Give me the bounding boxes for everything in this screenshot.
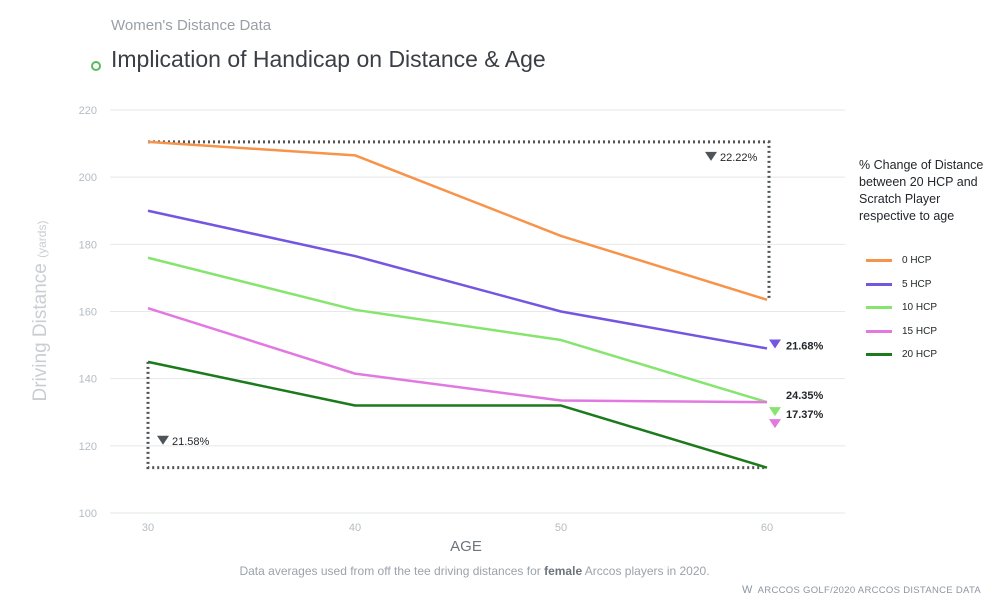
y-tick-label: 200 — [79, 172, 97, 184]
brand-tagline: 2020 ARCCOS DISTANCE DATA — [833, 584, 981, 596]
legend-item: 20 HCP — [866, 343, 937, 367]
legend-item: 0 HCP — [866, 249, 937, 273]
brand-separator: / — [830, 584, 834, 596]
legend-label: 15 HCP — [902, 325, 938, 337]
brand-logo-icon: W — [741, 584, 753, 596]
annotation-triangle-icon — [157, 435, 169, 445]
series-line-15-hcp — [147, 306, 768, 404]
y-tick-label: 140 — [79, 374, 97, 386]
comparison-bracket-20hcp — [146, 361, 767, 470]
legend-item: 5 HCP — [866, 273, 937, 297]
y-tick-label: 100 — [79, 508, 97, 520]
comparison-bracket-scratch — [148, 140, 771, 300]
legend-label: 10 HCP — [902, 302, 938, 314]
y-tick-label: 220 — [79, 105, 97, 117]
legend-label: 0 HCP — [902, 255, 932, 267]
y-axis-unit: (yards) — [35, 221, 49, 258]
legend-label: 5 HCP — [902, 278, 932, 290]
footnote: Data averages used from off the tee driv… — [239, 564, 710, 578]
legend-item: 15 HCP — [866, 320, 937, 344]
annotation-label: 17.37% — [786, 409, 824, 421]
legend: 0 HCP 5 HCP 10 HCP 15 HCP 20 HCP — [866, 249, 937, 367]
legend-title: % Change of Distance between 20 HCP and … — [859, 158, 984, 223]
annotation-label: 21.68% — [786, 340, 824, 352]
legend-swatch — [866, 353, 892, 357]
legend-swatch — [866, 329, 892, 333]
x-tick-label: 30 — [142, 522, 154, 534]
legend-swatch — [866, 259, 892, 263]
x-tick-label: 60 — [761, 522, 773, 534]
series-line-5-hcp — [147, 209, 768, 350]
series-line-20-hcp — [147, 360, 768, 469]
series-line-0-hcp — [147, 140, 768, 301]
annotation-triangle-icon — [769, 339, 781, 349]
y-tick-label: 120 — [79, 441, 97, 453]
legend-label: 20 HCP — [902, 349, 938, 361]
footnote-emphasis: female — [544, 564, 583, 578]
chart-title: Implication of Handicap on Distance & Ag… — [111, 46, 546, 72]
legend-swatch — [866, 306, 892, 310]
annotation-label: 24.35% — [786, 390, 824, 402]
chart-supertitle: Women's Distance Data — [111, 17, 272, 34]
brand-credit: W ARCCOS GOLF / 2020 ARCCOS DISTANCE DAT… — [742, 584, 981, 596]
legend-swatch — [866, 282, 892, 286]
annotation-triangle-icon — [769, 419, 781, 429]
series-line-10-hcp — [147, 256, 768, 404]
annotation-label: 21.58% — [172, 436, 210, 448]
x-axis-label: AGE — [450, 538, 482, 555]
legend-item: 10 HCP — [866, 296, 937, 320]
x-tick-label: 40 — [349, 522, 361, 534]
title-accent-line — [48, 61, 101, 71]
brand-name: ARCCOS GOLF — [757, 584, 831, 596]
annotation-triangle-icon — [769, 407, 781, 417]
y-axis-label: Driving Distance (yards) — [30, 221, 51, 402]
annotation-triangle-icon — [705, 151, 717, 161]
y-tick-label: 180 — [79, 239, 97, 251]
annotation-label: 22.22% — [720, 152, 758, 164]
x-tick-label: 50 — [555, 522, 567, 534]
y-tick-label: 160 — [79, 307, 97, 319]
